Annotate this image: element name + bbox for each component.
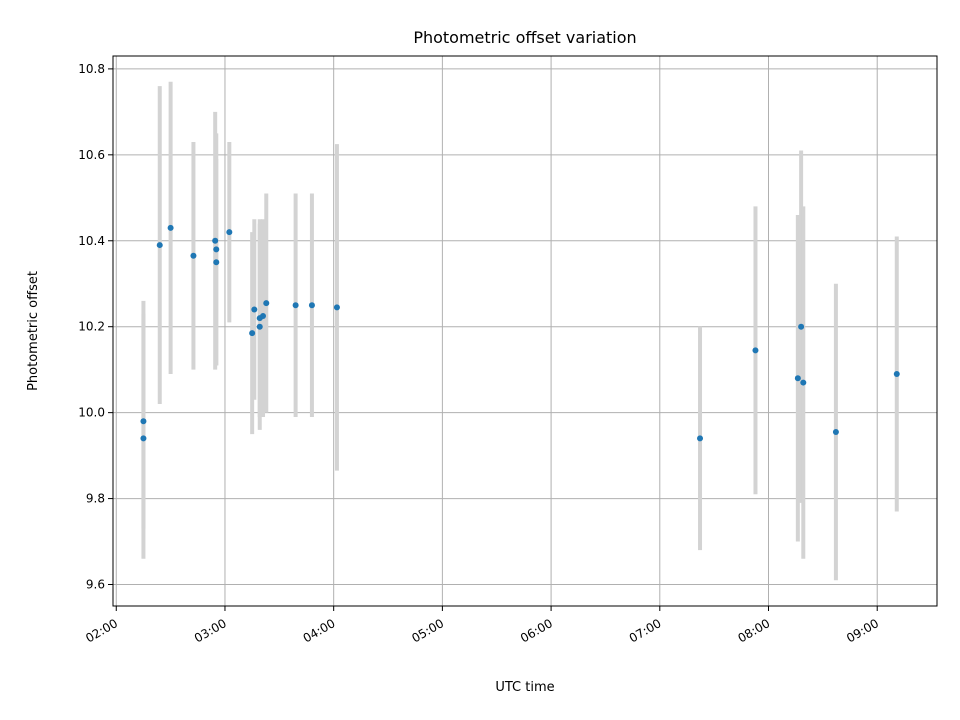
y-tick-label: 10.0 <box>78 406 105 420</box>
data-point <box>156 242 163 249</box>
y-axis-ticks: 9.6 9.8 10.0 10.2 10.4 10.6 10.8 <box>78 62 113 592</box>
y-tick-label: 10.2 <box>78 320 105 334</box>
data-point <box>798 323 805 330</box>
data-point <box>333 304 340 311</box>
y-tick-label: 10.8 <box>78 62 105 76</box>
plot-frame <box>112 55 938 607</box>
data-point <box>752 347 759 354</box>
data-point <box>226 229 233 236</box>
data-point <box>263 300 270 307</box>
chart-title: Photometric offset variation <box>413 28 636 47</box>
data-point <box>140 435 147 442</box>
x-axis-label: UTC time <box>495 680 554 695</box>
data-points <box>140 224 900 442</box>
data-point <box>167 224 174 231</box>
y-tick-label: 9.8 <box>86 492 105 506</box>
y-axis-label: Photometric offset <box>26 271 41 391</box>
data-point <box>832 428 839 435</box>
y-tick-label: 9.6 <box>86 578 105 592</box>
y-tick-label: 10.6 <box>78 148 105 162</box>
data-point <box>249 330 256 337</box>
data-point <box>292 302 299 309</box>
data-point <box>213 246 220 253</box>
data-point <box>213 259 220 266</box>
data-point <box>794 375 801 382</box>
data-point <box>256 323 263 330</box>
data-point <box>260 312 267 319</box>
data-point <box>251 306 258 313</box>
data-point <box>212 237 219 244</box>
data-point <box>893 370 900 377</box>
data-point <box>800 379 807 386</box>
data-point <box>140 418 147 425</box>
data-point <box>190 252 197 259</box>
data-point <box>697 435 704 442</box>
y-tick-label: 10.4 <box>78 234 105 248</box>
data-point <box>308 302 315 309</box>
